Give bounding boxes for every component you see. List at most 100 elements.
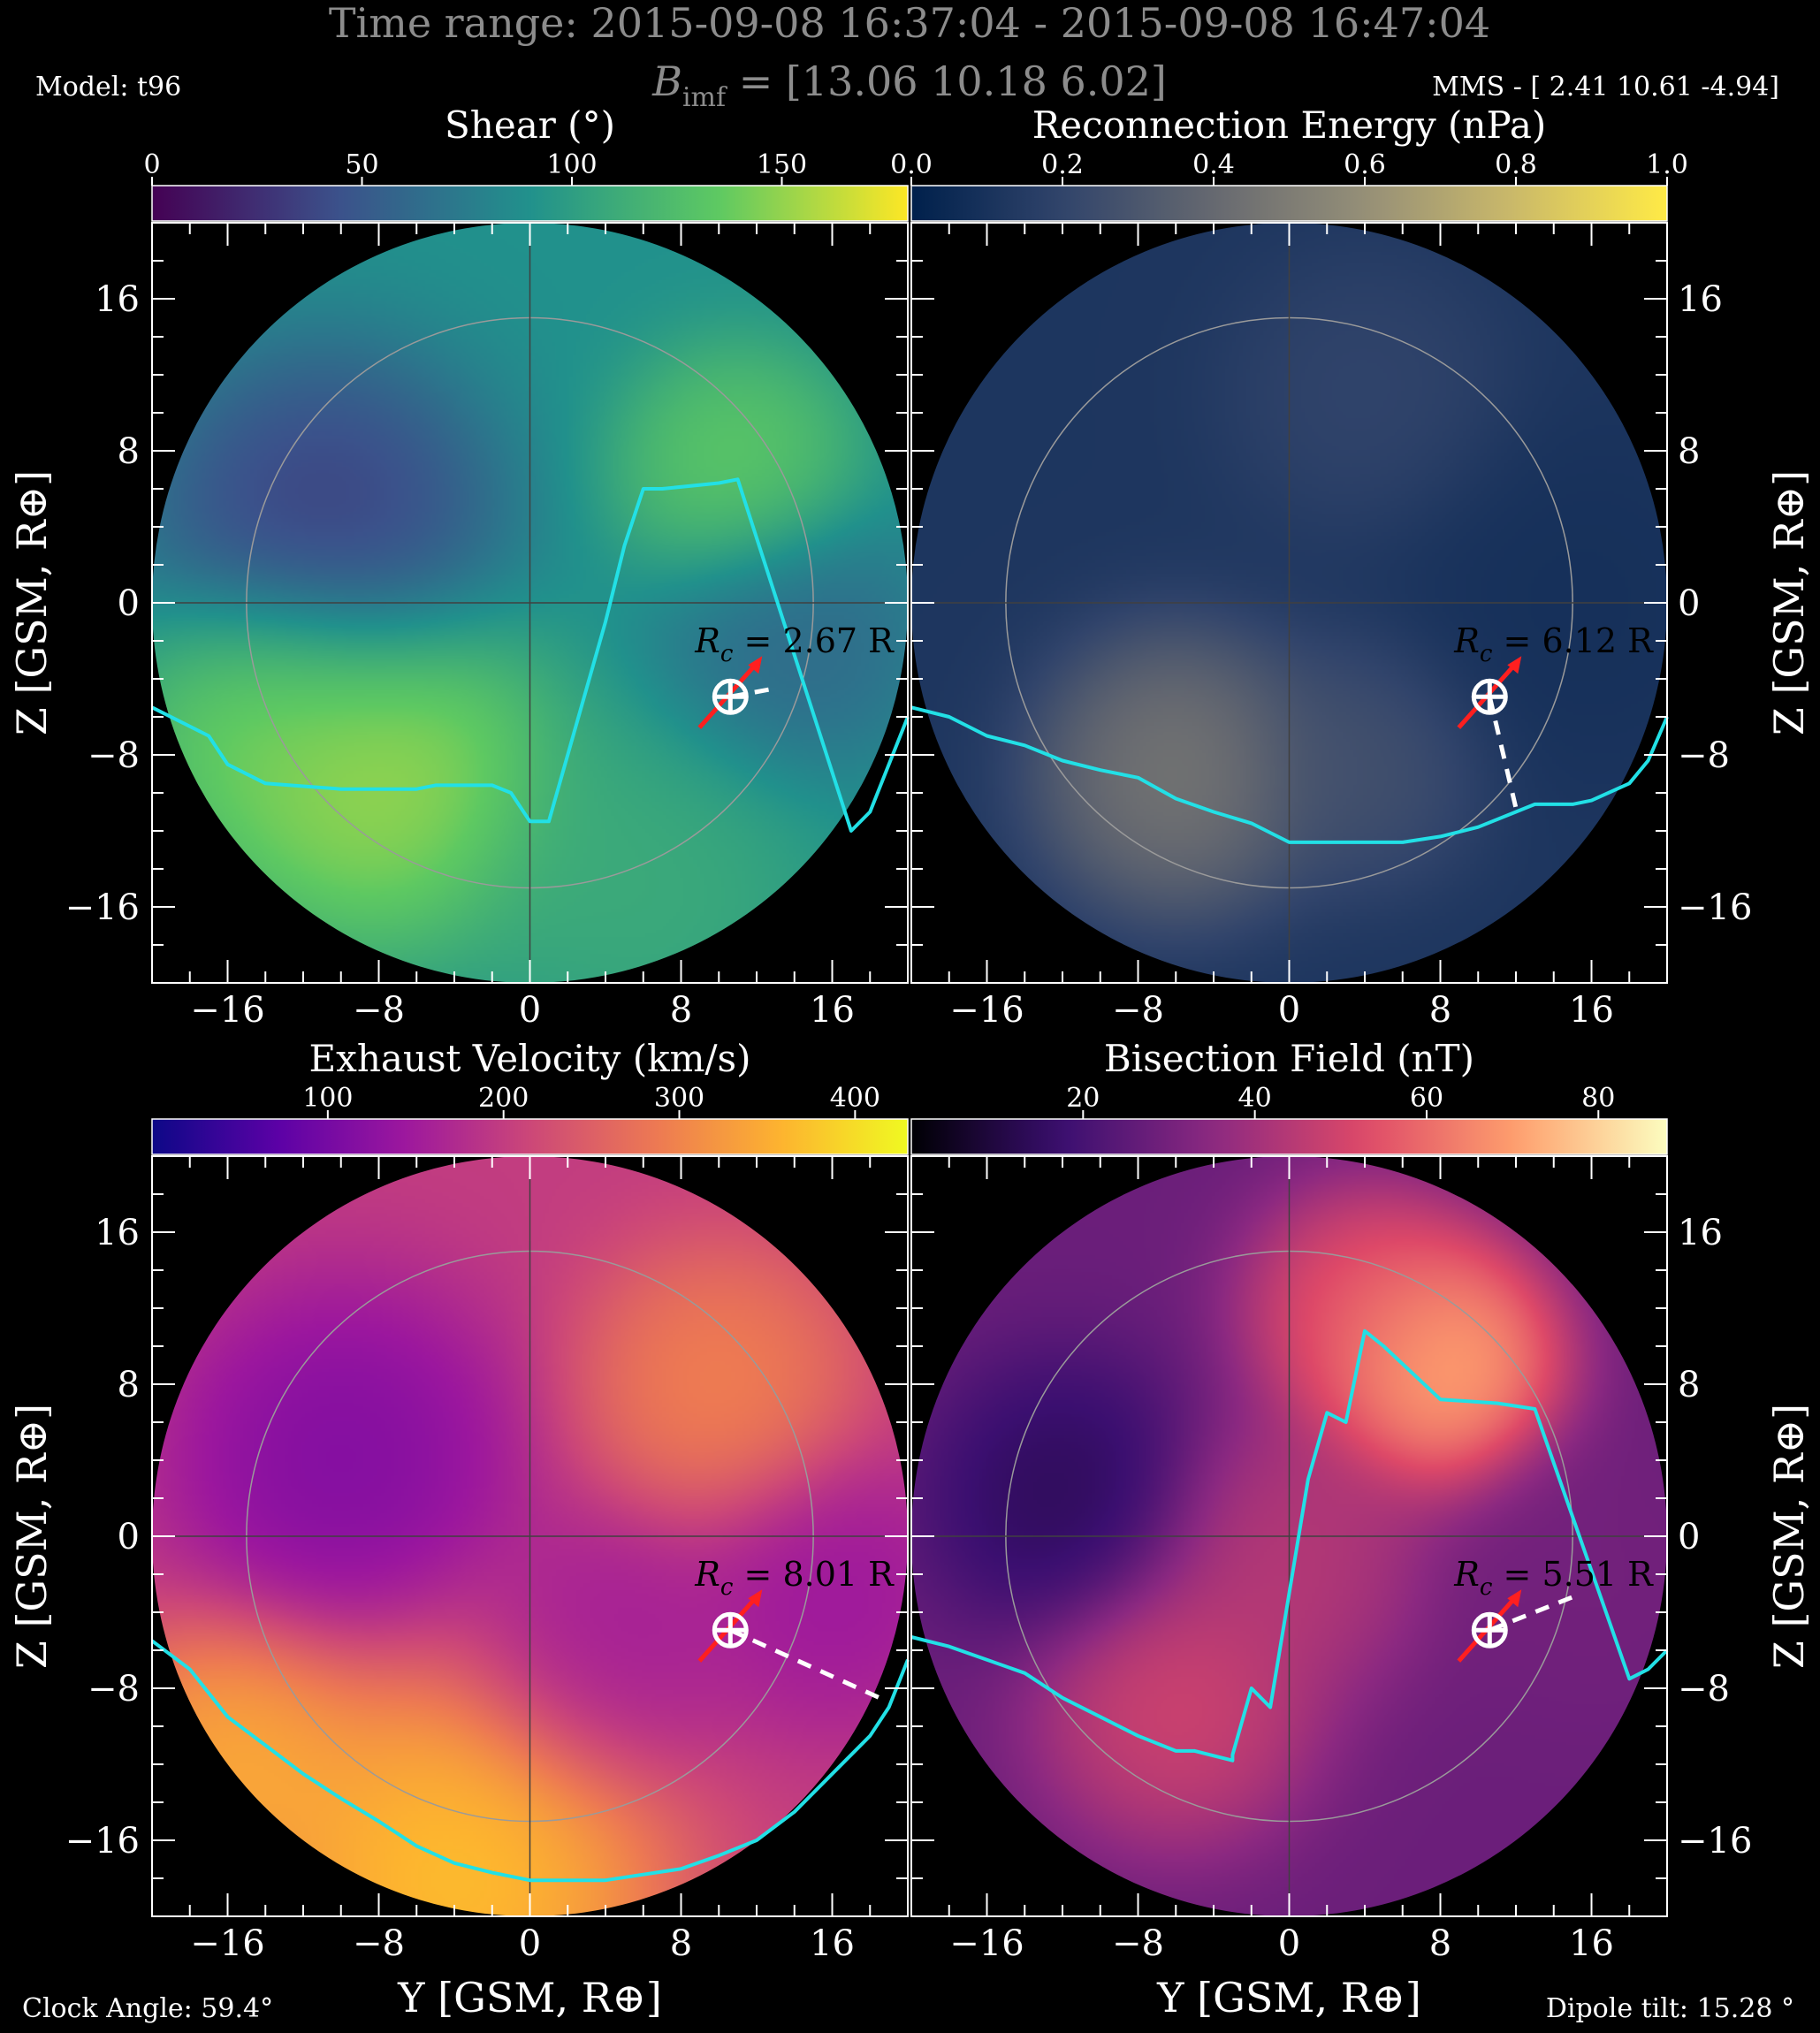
y-tick-label: 16 xyxy=(1678,1213,1723,1253)
colorbar xyxy=(151,185,909,222)
y-tick-label: 16 xyxy=(95,279,140,320)
title-bimf-b: B xyxy=(651,57,682,105)
colorbar-title: Exhaust Velocity (km/s) xyxy=(309,1037,751,1080)
rc-label-r: R xyxy=(1453,621,1480,660)
colorbar-tick-label: 100 xyxy=(546,149,597,180)
y-tick-label: 8 xyxy=(118,1365,140,1405)
x-tick-label: −8 xyxy=(1112,990,1164,1031)
x-axis-label: Y [GSM, R⊕] xyxy=(1156,1974,1421,2022)
y-tick-label: 8 xyxy=(118,431,140,472)
dipole-tilt-label: Dipole tilt: 15.28 ° xyxy=(1546,1993,1794,2024)
rc-label-sub: c xyxy=(1480,641,1493,667)
rc-label: Rc = 2.67 R xyxy=(694,621,895,667)
rc-label-value: = 8.01 R xyxy=(733,1555,895,1594)
colorbar-tick-label: 20 xyxy=(1066,1083,1100,1114)
rc-label: Rc = 6.12 R xyxy=(1453,621,1654,667)
colorbar-tick-label: 200 xyxy=(478,1083,529,1114)
y-tick-label: 16 xyxy=(95,1213,140,1253)
colorbar-title: Bisection Field (nT) xyxy=(1104,1037,1474,1080)
reconnection-line xyxy=(910,705,1669,844)
x-tick-label: −16 xyxy=(190,990,264,1031)
y-tick-label: −8 xyxy=(88,735,140,776)
rc-label-sub: c xyxy=(720,641,734,667)
x-axis-label: Y [GSM, R⊕] xyxy=(397,1974,662,2022)
y-tick-label: −16 xyxy=(1678,1821,1752,1862)
x-tick-label: 8 xyxy=(670,990,692,1031)
colorbar-tick-label: 0.4 xyxy=(1192,149,1235,180)
colorbar-tick-label: 0.0 xyxy=(890,149,933,180)
y-tick-label: −16 xyxy=(65,887,140,928)
rc-dashed-line xyxy=(729,1627,880,1701)
y-tick-label: 8 xyxy=(1678,1365,1700,1405)
mms-position-label: MMS - [ 2.41 10.61 -4.94] xyxy=(1432,72,1779,103)
x-tick-label: 8 xyxy=(1429,990,1451,1031)
panel-1: Rc = 2.67 R −16 −16 −8 −8 0 0 8 8 16 16 Z [GSM, R⊕]… xyxy=(8,103,910,1031)
x-tick-label: −16 xyxy=(949,1923,1024,1964)
normal-arrow-head xyxy=(1507,656,1522,674)
normal-arrow-head xyxy=(748,656,763,674)
colorbar-tick-label: 60 xyxy=(1410,1083,1443,1114)
colorbar xyxy=(151,1118,909,1155)
x-tick-label: −16 xyxy=(190,1923,264,1964)
x-tick-label: 16 xyxy=(810,990,855,1031)
y-axis-label: Z [GSM, R⊕] xyxy=(8,470,56,735)
x-tick-label: 0 xyxy=(1278,990,1300,1031)
rc-label-sub: c xyxy=(1480,1574,1493,1601)
rc-label-r: R xyxy=(694,621,720,660)
model-label: Model: t96 xyxy=(35,72,181,103)
rc-label-sub: c xyxy=(720,1574,734,1601)
x-tick-label: −8 xyxy=(353,990,405,1031)
colorbar-tick-label: 40 xyxy=(1238,1083,1272,1114)
colorbar-tick-label: 0.2 xyxy=(1041,149,1084,180)
colorbar-tick-label: 0.6 xyxy=(1344,149,1386,180)
y-tick-label: 16 xyxy=(1678,279,1723,320)
colorbar-tick-label: 150 xyxy=(757,149,807,180)
y-tick-label: 0 xyxy=(118,1517,140,1557)
rc-dashed-line xyxy=(1489,1595,1574,1633)
rc-label-r: R xyxy=(1453,1555,1480,1594)
colorbar-title: Reconnection Energy (nPa) xyxy=(1032,103,1547,147)
colorbar-tick-label: 1.0 xyxy=(1646,149,1688,180)
rc-dashed-line xyxy=(1487,696,1519,809)
x-tick-label: 16 xyxy=(1569,990,1614,1031)
title-bimf-value: = [13.06 10.18 6.02] xyxy=(726,57,1167,105)
panel-3: Rc = 8.01 R −16 −16 −8 −8 0 0 8 8 16 16 Z [GSM, R⊕]… xyxy=(8,1037,910,2022)
rc-label: Rc = 8.01 R xyxy=(694,1555,895,1601)
title-bimf-sub: imf xyxy=(682,82,727,113)
colorbar-tick-label: 0.8 xyxy=(1495,149,1537,180)
clock-angle-label: Clock Angle: 59.4° xyxy=(22,1993,273,2024)
panel-2: Rc = 6.12 R −16 −16 −8 −8 0 0 8 8 16 16 Z [GSM, R⊕]… xyxy=(890,103,1813,1031)
x-tick-label: 16 xyxy=(1569,1923,1614,1964)
colorbar-title: Shear (°) xyxy=(445,103,615,147)
reconnection-line xyxy=(151,477,910,833)
x-tick-label: −16 xyxy=(949,990,1024,1031)
rc-label-value: = 6.12 R xyxy=(1492,621,1654,660)
y-axis-label: Z [GSM, R⊕] xyxy=(1765,1404,1813,1669)
colorbar-tick-label: 400 xyxy=(830,1083,880,1114)
y-axis-label: Z [GSM, R⊕] xyxy=(8,1404,56,1669)
normal-arrow-head xyxy=(1507,1589,1522,1608)
title-time-range: Time range: 2015-09-08 16:37:04 - 2015-0… xyxy=(329,0,1490,47)
y-axis-label: Z [GSM, R⊕] xyxy=(1765,470,1813,735)
reconnection-line xyxy=(150,1639,910,1883)
colorbar xyxy=(910,185,1668,222)
x-tick-label: 0 xyxy=(519,990,541,1031)
y-tick-label: 0 xyxy=(1678,1517,1700,1557)
x-tick-label: 0 xyxy=(1278,1923,1300,1964)
x-tick-label: 8 xyxy=(670,1923,692,1964)
title-bimf: Bimf = [13.06 10.18 6.02] xyxy=(651,57,1167,113)
rc-label-value: = 2.67 R xyxy=(733,621,895,660)
x-tick-label: −8 xyxy=(353,1923,405,1964)
rc-label-r: R xyxy=(694,1555,720,1594)
y-tick-label: −8 xyxy=(88,1669,140,1709)
colorbar-tick-label: 0 xyxy=(143,149,160,180)
panel-4: Rc = 5.51 R −16 −16 −8 −8 0 0 8 8 16 16 Z [GSM, R⊕]… xyxy=(910,1037,1813,2022)
reconnection-line xyxy=(910,1329,1669,1763)
colorbar-tick-label: 100 xyxy=(302,1083,353,1114)
y-tick-label: −16 xyxy=(65,1821,140,1862)
y-tick-label: 0 xyxy=(118,583,140,624)
y-tick-label: 8 xyxy=(1678,431,1700,472)
colorbar-tick-label: 300 xyxy=(654,1083,704,1114)
y-tick-label: 0 xyxy=(1678,583,1700,624)
